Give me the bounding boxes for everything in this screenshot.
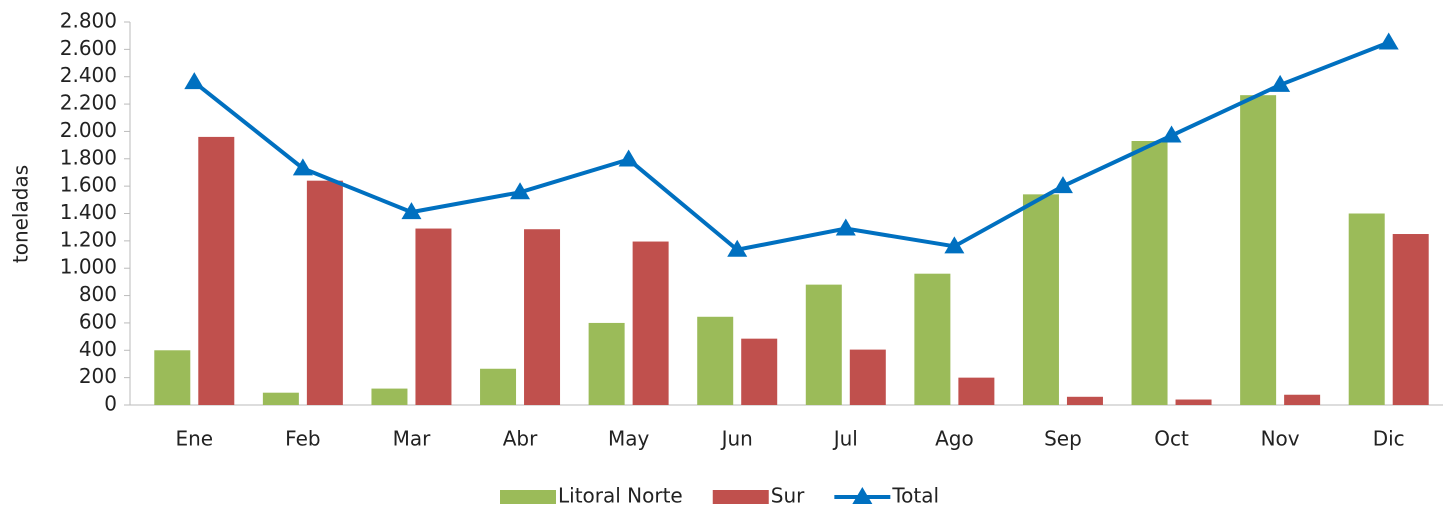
marker — [510, 182, 531, 200]
bar — [306, 180, 343, 405]
legend-marker — [852, 487, 873, 504]
marker — [401, 202, 422, 220]
y-tick-label: 2.000 — [60, 118, 117, 142]
y-tick-label: 2.400 — [60, 63, 117, 87]
bar — [1240, 95, 1277, 405]
x-tick-label: Dic — [1373, 427, 1405, 451]
bar — [371, 388, 408, 405]
marker — [944, 236, 965, 254]
bar — [480, 368, 517, 405]
legend-swatch — [712, 490, 769, 504]
y-tick-label: 400 — [79, 337, 117, 361]
x-tick-label: Ago — [935, 427, 974, 451]
bar — [914, 273, 951, 405]
y-tick-label: 1.600 — [60, 173, 117, 197]
x-tick-label: Sep — [1044, 427, 1082, 451]
marker — [1378, 32, 1399, 50]
bar — [697, 316, 734, 405]
bar — [1284, 394, 1321, 405]
y-tick-label: 1.200 — [60, 227, 117, 251]
marker — [1052, 176, 1073, 194]
x-tick-label: Jul — [832, 427, 858, 451]
marker — [1270, 74, 1291, 92]
bar — [805, 284, 842, 405]
bar — [262, 392, 299, 405]
bar — [741, 338, 778, 405]
marker — [292, 158, 313, 176]
y-tick-label: 2.600 — [60, 36, 117, 60]
bar — [588, 322, 625, 405]
bar — [958, 377, 995, 405]
y-tick-label: 1.800 — [60, 145, 117, 169]
y-tick-label: 800 — [79, 282, 117, 306]
y-tick-label: 2.200 — [60, 91, 117, 115]
bar — [1348, 213, 1385, 405]
bar — [524, 229, 561, 405]
legend-label: Total — [891, 484, 939, 508]
bar — [1131, 141, 1168, 405]
bar — [415, 228, 452, 405]
x-tick-label: Abr — [503, 427, 538, 451]
legend-swatch — [500, 490, 556, 504]
marker — [835, 218, 856, 236]
y-tick-label: 200 — [79, 364, 117, 388]
y-tick-label: 1.000 — [60, 255, 117, 279]
bar — [1392, 234, 1429, 405]
marker — [1161, 125, 1182, 143]
line — [193, 40, 1390, 252]
x-tick-label: May — [608, 427, 650, 451]
marker — [184, 72, 205, 90]
bar — [154, 350, 191, 405]
x-tick-label: Jun — [720, 427, 753, 451]
x-tick-label: Mar — [393, 427, 432, 451]
y-axis-label: toneladas — [9, 165, 33, 263]
legend-label: Sur — [771, 484, 805, 508]
bar — [849, 349, 886, 405]
y-tick-label: 600 — [79, 309, 117, 333]
x-tick-label: Feb — [285, 427, 320, 451]
legend-label: Litoral Norte — [558, 484, 683, 508]
marker — [618, 149, 639, 167]
marker — [727, 239, 748, 257]
bar — [632, 241, 669, 405]
x-tick-label: Nov — [1261, 427, 1300, 451]
bar — [1175, 399, 1212, 405]
bar — [1066, 396, 1103, 405]
y-tick-label: 1.400 — [60, 200, 117, 224]
y-tick-label: 0 — [104, 392, 117, 416]
x-tick-label: Ene — [175, 427, 213, 451]
y-tick-label: 2.800 — [60, 9, 117, 33]
bar — [1022, 194, 1059, 405]
x-tick-label: Oct — [1154, 427, 1189, 451]
bar — [198, 136, 235, 405]
